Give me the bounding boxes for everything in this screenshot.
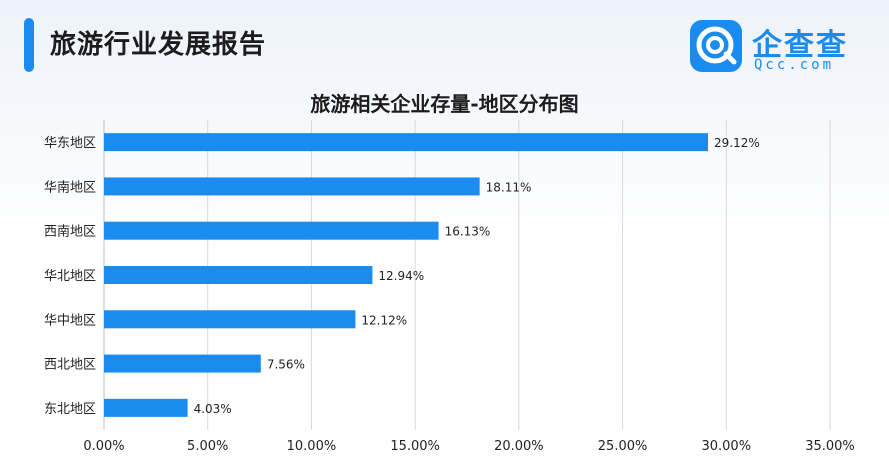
data-label: 29.12%	[714, 136, 760, 150]
data-label: 12.12%	[361, 313, 407, 327]
x-tick-label: 5.00%	[187, 439, 228, 454]
bar	[104, 177, 480, 196]
category-label: 华北地区	[44, 269, 96, 284]
qcc-logo: 企查查 Qcc.com	[690, 20, 870, 76]
bar	[104, 133, 709, 152]
x-tick-label: 20.00%	[494, 439, 544, 454]
category-label: 华中地区	[44, 313, 96, 328]
x-tick-label: 35.00%	[805, 439, 855, 454]
x-tick-label: 30.00%	[701, 439, 751, 454]
chart-title: 旅游相关企业存量-地区分布图	[310, 92, 579, 116]
header-accent-bar	[24, 18, 34, 72]
bar	[104, 398, 188, 417]
data-label: 18.11%	[486, 180, 532, 194]
category-label: 西南地区	[44, 224, 96, 240]
logo-text-cn: 企查查	[752, 28, 848, 63]
data-label: 7.56%	[267, 358, 305, 372]
category-label: 西北地区	[44, 358, 96, 373]
category-label: 华南地区	[44, 179, 96, 195]
data-label: 16.13%	[445, 225, 491, 239]
category-label: 华东地区	[44, 136, 96, 151]
bar	[104, 221, 439, 240]
x-tick-label: 10.00%	[287, 439, 337, 454]
category-label: 东北地区	[44, 402, 96, 417]
bar	[104, 266, 373, 284]
data-label: 12.94%	[378, 269, 424, 283]
bar	[104, 310, 356, 329]
x-tick-label: 15.00%	[390, 439, 440, 454]
x-tick-label: 0.00%	[83, 439, 124, 454]
logo-text-en: Qcc.com	[754, 57, 835, 73]
bar	[104, 354, 261, 373]
qcc-logo-icon	[690, 20, 742, 72]
data-label: 4.03%	[194, 402, 232, 416]
x-tick-label: 25.00%	[598, 439, 648, 454]
page-title: 旅游行业发展报告	[50, 30, 267, 60]
